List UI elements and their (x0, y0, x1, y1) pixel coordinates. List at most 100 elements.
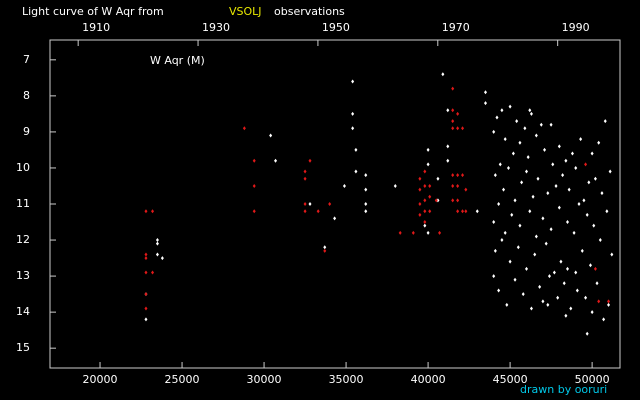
data-point (513, 277, 517, 282)
data-point (554, 183, 558, 188)
y-tick-label: 12 (16, 233, 30, 246)
data-point (538, 284, 542, 289)
data-point (316, 209, 320, 214)
data-point (595, 281, 599, 286)
data-point (602, 317, 606, 322)
data-point (364, 209, 368, 214)
data-point (160, 256, 164, 261)
data-point (575, 288, 579, 293)
data-point (428, 194, 432, 199)
data-point (603, 119, 607, 124)
data-point (252, 158, 256, 163)
data-point (323, 245, 327, 250)
data-point (274, 158, 278, 163)
y-tick-label: 13 (16, 269, 30, 282)
data-point (303, 202, 307, 206)
data-point (498, 162, 502, 167)
data-point (543, 147, 547, 152)
data-point (461, 209, 465, 214)
data-point (520, 180, 524, 185)
data-point (567, 187, 571, 192)
data-point (492, 220, 496, 225)
y-tick-label: 11 (16, 197, 30, 210)
data-point (608, 169, 612, 174)
data-point (513, 198, 517, 203)
data-point (605, 209, 609, 214)
data-point (590, 151, 594, 156)
data-point (493, 173, 497, 178)
chart-title: Light curve of W Aqr from (22, 5, 164, 18)
data-point (411, 230, 415, 235)
data-point (528, 209, 532, 214)
data-point (144, 256, 148, 261)
data-point (418, 187, 422, 192)
data-point (547, 274, 551, 279)
x-tick-label: 50000 (575, 373, 610, 386)
data-point (423, 169, 427, 174)
data-point (456, 173, 460, 178)
x2-tick-label: 1970 (442, 21, 470, 34)
y-tick-label: 8 (23, 89, 30, 102)
data-point (451, 173, 455, 178)
data-point (428, 183, 432, 188)
data-point (461, 126, 465, 131)
data-point (351, 111, 355, 116)
data-point (551, 162, 555, 167)
data-point (549, 227, 553, 232)
data-point (456, 111, 460, 116)
data-point (475, 209, 479, 214)
data-point (516, 245, 520, 250)
data-point (597, 299, 601, 304)
title-source: VSOLJ (229, 5, 262, 18)
data-point (570, 151, 574, 156)
data-point (464, 187, 468, 192)
data-point (434, 198, 438, 203)
x2-tick-label: 1910 (82, 21, 110, 34)
data-point (464, 209, 468, 214)
data-point (441, 72, 445, 77)
data-point (607, 302, 611, 307)
data-point (451, 126, 455, 131)
data-point (461, 173, 465, 178)
data-point (456, 198, 460, 203)
star-label: W Aqr (M) (150, 54, 205, 67)
data-point (531, 194, 535, 199)
data-point (364, 187, 368, 192)
data-point (144, 270, 148, 275)
data-point (529, 111, 533, 116)
data-point (438, 230, 442, 235)
data-point (428, 209, 432, 214)
data-point (333, 216, 337, 221)
data-point (503, 137, 507, 142)
data-point (564, 158, 568, 163)
data-point (557, 144, 561, 149)
data-point (423, 223, 427, 228)
data-point (528, 108, 532, 113)
data-point (303, 176, 307, 181)
data-point (418, 202, 422, 206)
data-point (252, 183, 256, 188)
data-point (590, 310, 594, 315)
data-point (577, 202, 581, 206)
data-point (418, 176, 422, 181)
data-point (426, 147, 430, 152)
data-point (436, 176, 440, 181)
plot-frame (49, 39, 621, 369)
data-point (593, 176, 597, 181)
data-point (584, 295, 588, 300)
data-point (579, 137, 583, 142)
data-point (497, 202, 501, 206)
data-point (559, 259, 563, 264)
data-point (456, 209, 460, 214)
data-point (423, 198, 427, 203)
data-point (155, 252, 159, 257)
data-point (508, 259, 512, 264)
data-point (500, 108, 504, 113)
data-point (610, 252, 614, 257)
data-point (354, 147, 358, 152)
data-point (144, 292, 148, 297)
data-point (303, 209, 307, 214)
data-point (597, 140, 601, 145)
data-point (536, 176, 540, 181)
data-point (556, 295, 560, 300)
